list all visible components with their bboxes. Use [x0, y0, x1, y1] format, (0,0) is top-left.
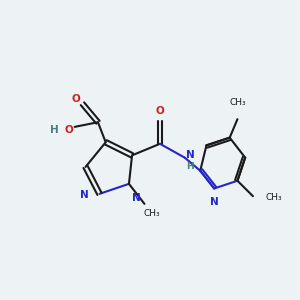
Text: CH₃: CH₃	[144, 208, 160, 217]
Text: CH₃: CH₃	[266, 193, 282, 202]
Text: N: N	[210, 196, 219, 206]
Text: CH₃: CH₃	[229, 98, 246, 107]
Text: N: N	[132, 193, 140, 203]
Text: O: O	[64, 125, 73, 135]
Text: O: O	[156, 106, 164, 116]
Text: O: O	[72, 94, 81, 104]
Text: H: H	[186, 162, 194, 171]
Text: H: H	[50, 125, 59, 135]
Text: N: N	[186, 150, 195, 160]
Text: N: N	[80, 190, 88, 200]
